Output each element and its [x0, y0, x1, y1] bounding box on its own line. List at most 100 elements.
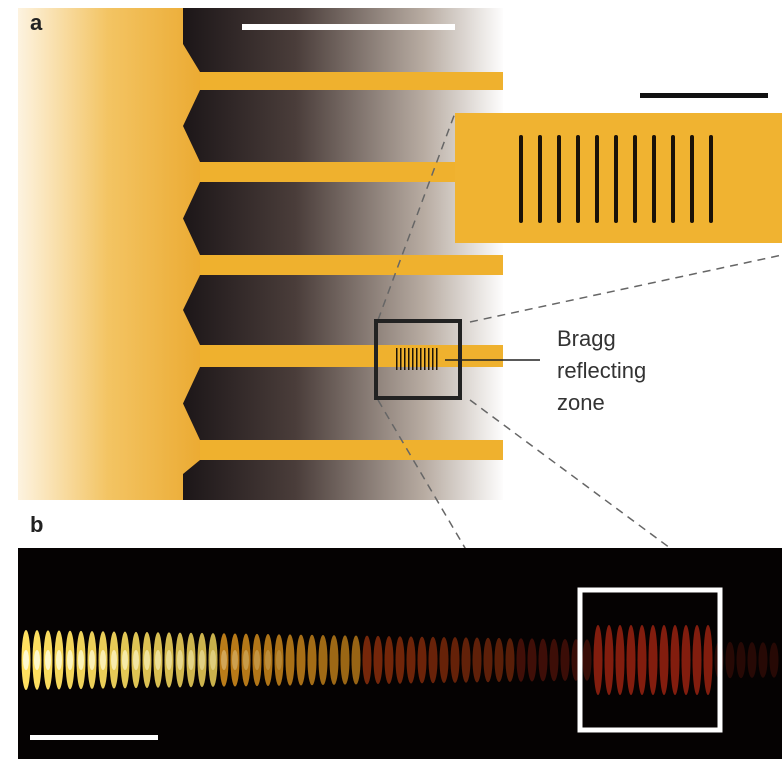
fringe-core — [265, 650, 271, 670]
fringe-core — [122, 650, 128, 670]
grating-line — [408, 348, 410, 370]
fringe — [726, 642, 735, 679]
grating-line — [428, 348, 430, 370]
grating-line — [416, 348, 418, 370]
fringe-core — [144, 650, 150, 670]
grating-line — [412, 348, 414, 370]
fringe-core — [111, 650, 117, 670]
grating-line — [436, 348, 438, 370]
fringe — [770, 642, 779, 677]
fringe — [627, 625, 636, 695]
fringe — [374, 636, 383, 684]
fringe — [330, 635, 339, 685]
fringe-core — [155, 650, 161, 670]
fringe-core — [100, 650, 106, 670]
fringe — [539, 639, 548, 682]
grating-line — [404, 348, 406, 370]
fringe — [517, 638, 526, 682]
fringe — [286, 634, 295, 685]
fringe-core — [254, 650, 260, 670]
fringe — [671, 625, 680, 695]
comb-group — [183, 8, 507, 500]
annotation-line: Bragg — [557, 326, 616, 351]
figure: Bragg reflecting zone a b — [0, 0, 784, 759]
comb-finger — [183, 275, 505, 345]
fringe — [440, 637, 449, 683]
page: Bragg reflecting zone a b (() => { const… — [0, 0, 784, 759]
fringe — [704, 625, 713, 695]
grating-line — [396, 348, 398, 370]
comb-finger — [183, 367, 505, 440]
grating-line — [400, 348, 402, 370]
panel-label: b — [30, 512, 43, 537]
grating-line — [519, 135, 523, 223]
fringe — [550, 639, 559, 681]
fringe — [473, 638, 482, 683]
inset — [455, 113, 782, 243]
fringe — [682, 625, 691, 695]
fringe-core — [232, 650, 238, 670]
grating-line — [614, 135, 618, 223]
fringe — [495, 638, 504, 682]
fringe — [484, 638, 493, 683]
fringe-core — [221, 650, 227, 670]
fringe-core — [188, 650, 194, 670]
fringe — [429, 637, 438, 683]
grating-line — [538, 135, 542, 223]
grating-line — [633, 135, 637, 223]
scale-bar — [30, 735, 158, 740]
fringe-core — [56, 650, 62, 670]
fringe — [451, 637, 460, 683]
fringe — [583, 639, 592, 680]
fringe — [605, 625, 614, 695]
fringe — [759, 642, 768, 677]
fringe — [649, 625, 658, 695]
grating-line — [709, 135, 713, 223]
fringe — [693, 625, 702, 695]
fringe-core — [177, 650, 183, 670]
fringe-core — [199, 650, 205, 670]
electrode — [18, 8, 218, 500]
fringe — [638, 625, 647, 695]
grating-line — [576, 135, 580, 223]
fringe-core — [133, 650, 139, 670]
scale-bar — [242, 24, 455, 30]
fringe — [594, 625, 603, 695]
fringe — [341, 635, 350, 684]
grating-line — [424, 348, 426, 370]
grating-line — [671, 135, 675, 223]
scale-bar — [640, 93, 768, 98]
fringe — [506, 638, 515, 682]
comb-finger — [183, 460, 505, 500]
fringe — [363, 636, 372, 685]
grating-line — [690, 135, 694, 223]
fringe — [308, 635, 317, 685]
fringe — [462, 637, 471, 682]
fringe-core — [67, 650, 73, 670]
fringe-core — [210, 650, 216, 670]
fringe — [561, 639, 570, 681]
fringe — [737, 642, 746, 678]
grating-line — [420, 348, 422, 370]
fringe — [660, 625, 669, 695]
comb-finger — [183, 8, 505, 72]
fringe — [396, 636, 405, 684]
fringe — [616, 625, 625, 695]
fringe — [407, 636, 416, 683]
fringe — [352, 636, 361, 685]
annotation-line: zone — [557, 390, 605, 415]
annotation-line: reflecting — [557, 358, 646, 383]
grating-line — [557, 135, 561, 223]
fringe — [297, 635, 306, 686]
fringe-core — [276, 650, 282, 670]
fringe-core — [23, 650, 29, 670]
grating-line — [432, 348, 434, 370]
grating-line — [595, 135, 599, 223]
fringe-core — [89, 650, 95, 670]
fringe — [319, 635, 328, 685]
fringe — [418, 637, 427, 684]
fringe-core — [34, 650, 40, 670]
fringe — [385, 636, 394, 684]
fringe — [528, 638, 537, 681]
panel-label: a — [30, 10, 43, 35]
